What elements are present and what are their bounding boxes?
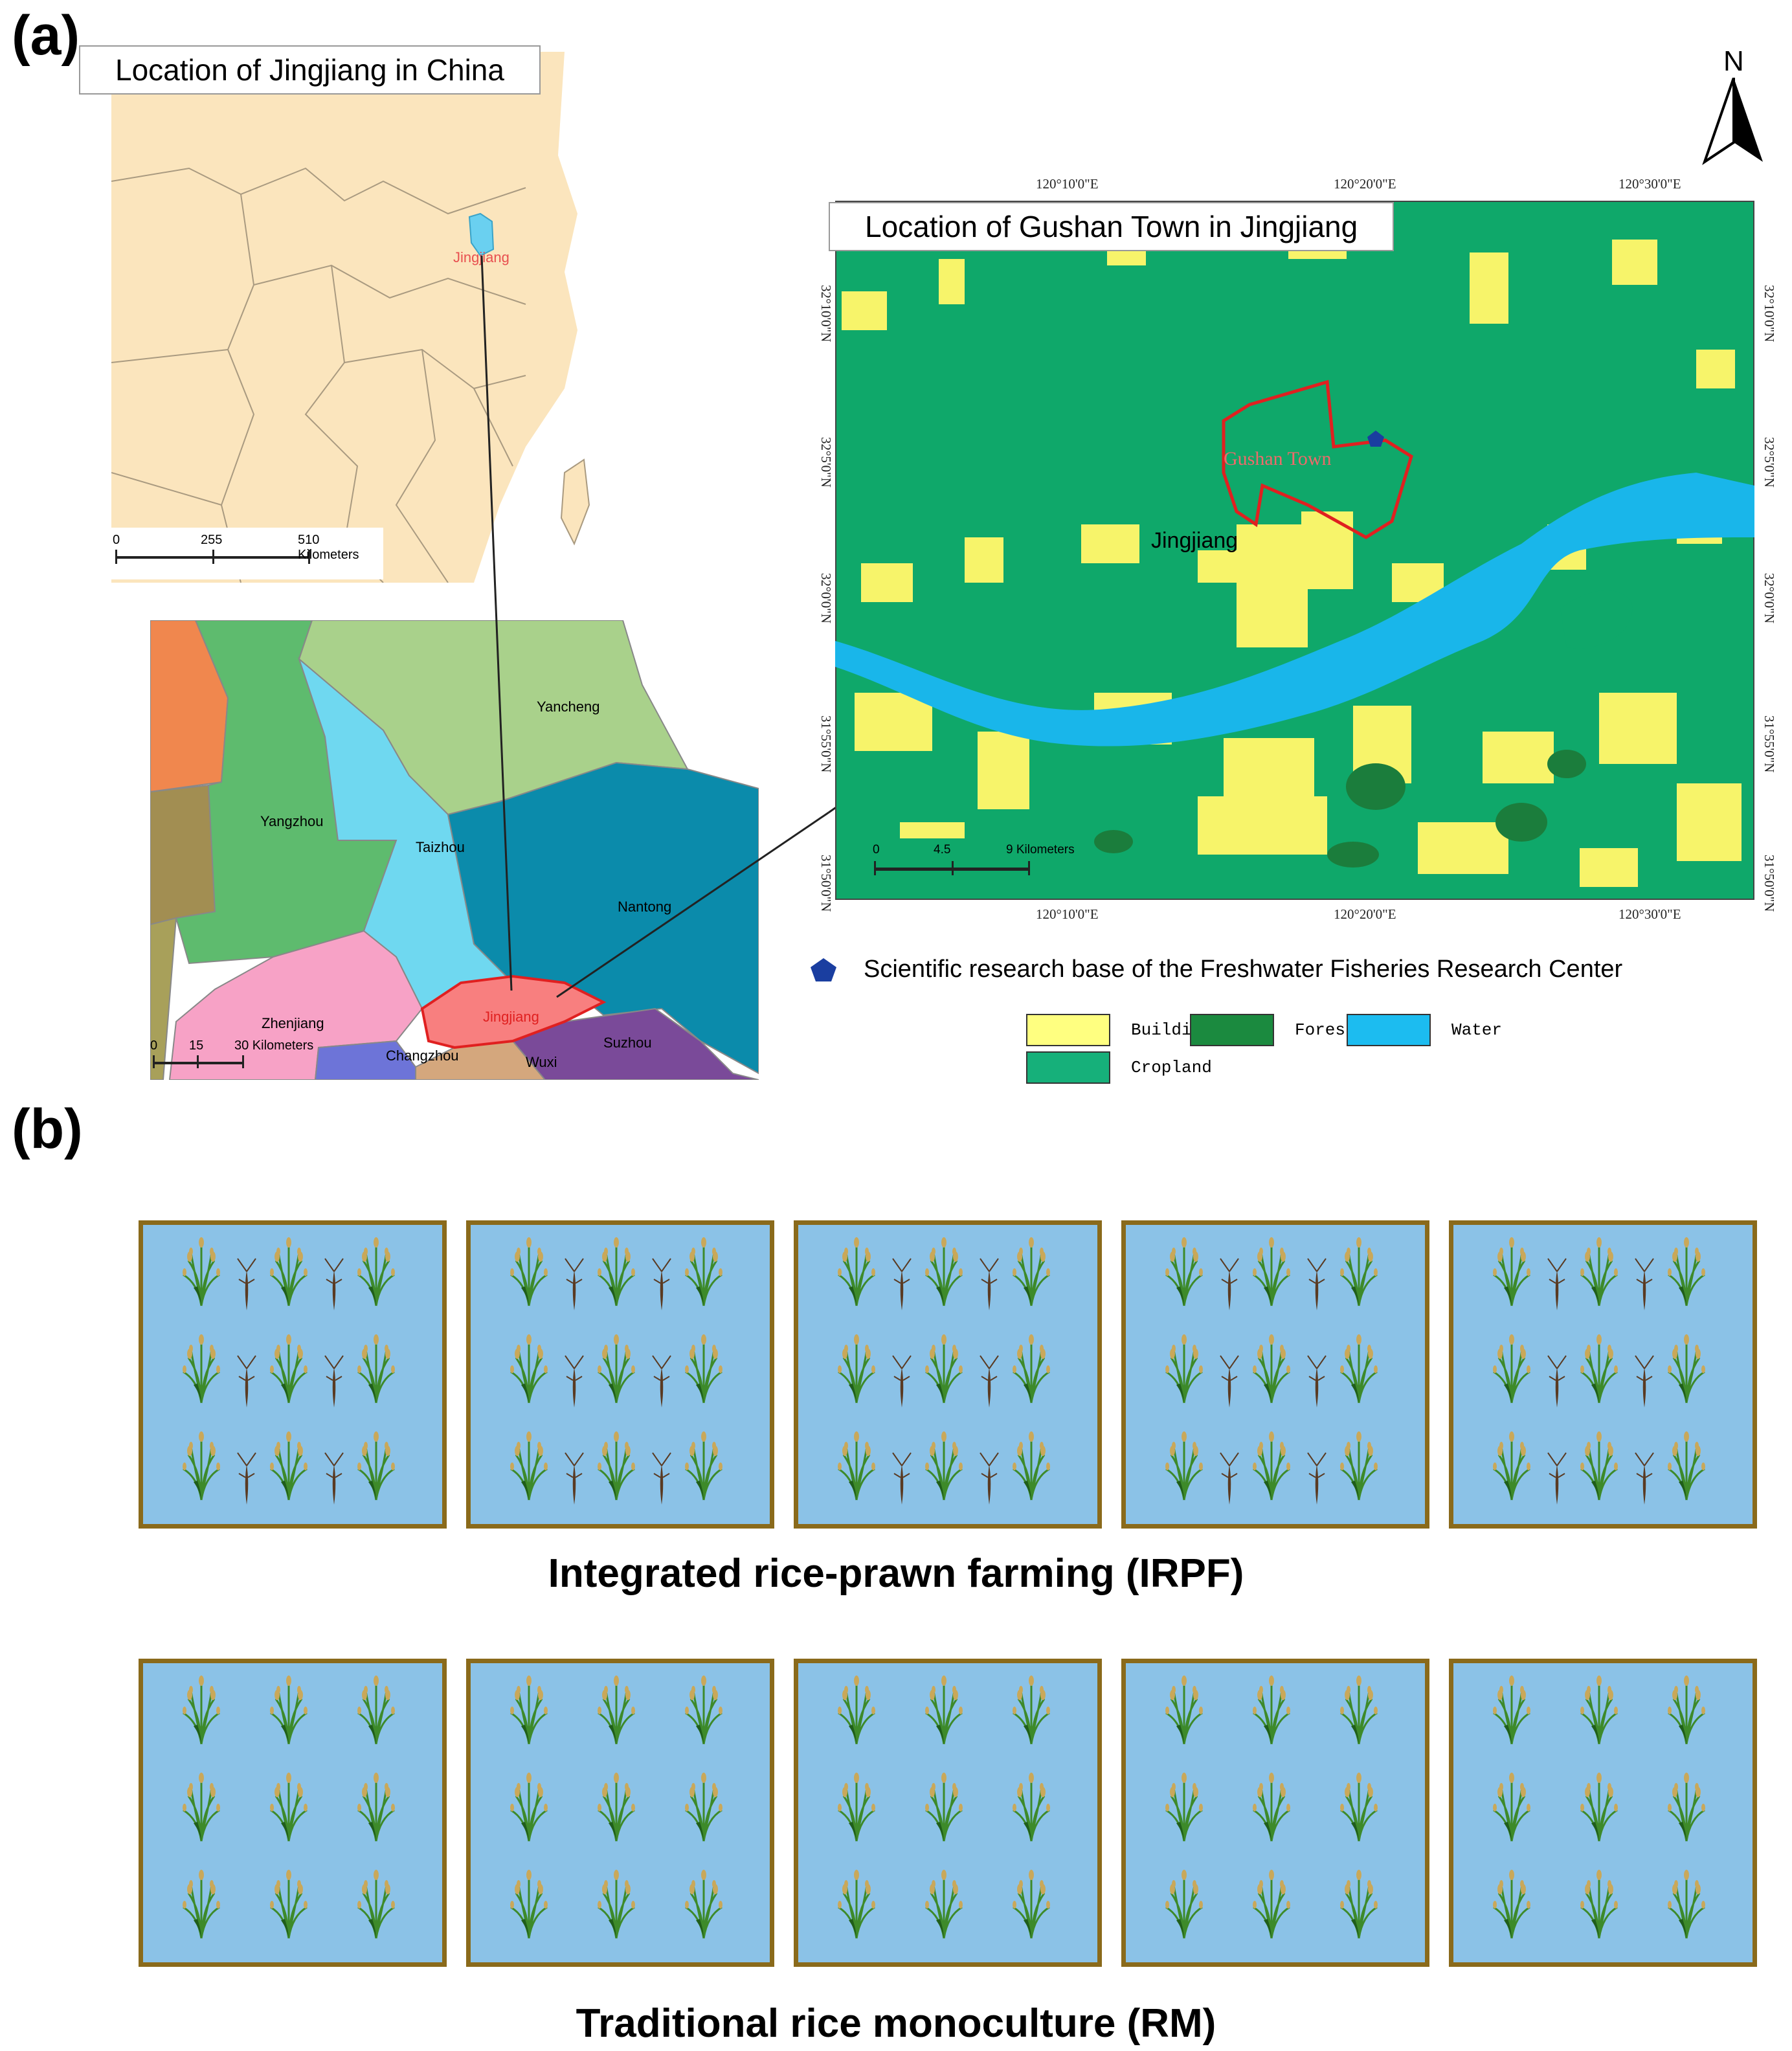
region-label-taizhou: Taizhou	[416, 839, 465, 855]
legend-base-marker-label: Scientific research base of the Freshwat…	[864, 956, 1623, 983]
region-label-wuxi: Wuxi	[526, 1054, 557, 1070]
lat-left-1: 32°5'0"N	[818, 437, 834, 488]
lon-bottom-2: 120°30'0"E	[1618, 906, 1681, 922]
irpf-field	[1121, 1220, 1429, 1529]
legend-label-cropland: Cropland	[1131, 1058, 1212, 1077]
china-map-title: Location of Jingjiang in China	[79, 45, 541, 95]
north-arrow: N	[1701, 45, 1766, 168]
lat-left-3: 31°55'0"N	[818, 715, 834, 773]
panel-b-label: (b)	[12, 1098, 83, 1160]
region-label-yangzhou: Yangzhou	[260, 813, 324, 829]
irpf-field	[139, 1220, 447, 1529]
landuse-map: Gushan Town Jingjiang 0 4.5 9 Kilometers	[835, 201, 1754, 900]
landuse-scale-tick-1: 4.5	[934, 843, 951, 857]
region-label-yancheng: Yancheng	[537, 699, 600, 715]
irpf-caption: Integrated rice-prawn farming (IRPF)	[548, 1551, 1244, 1596]
rm-field	[1121, 1659, 1429, 1967]
rm-field	[139, 1659, 447, 1967]
north-label: N	[1723, 45, 1744, 77]
lon-bottom-0: 120°10'0"E	[1036, 906, 1099, 922]
irpf-field	[1449, 1220, 1757, 1529]
legend-swatch-water	[1347, 1014, 1431, 1046]
legend-base-marker: Scientific research base of the Freshwat…	[809, 956, 1622, 983]
lat-right-2: 32°0'0"N	[1762, 573, 1777, 623]
north-arrow-icon	[1702, 78, 1763, 165]
regional-map: Yancheng Yangzhou Taizhou Nantong Zhenji…	[150, 620, 759, 1080]
lon-top-1: 120°20'0"E	[1334, 176, 1396, 192]
lat-left-0: 32°10'0"N	[818, 285, 834, 342]
legend-label-forest: Forest	[1295, 1020, 1356, 1040]
china-scale-tick-1: 255	[201, 533, 223, 547]
region-label-nantong: Nantong	[618, 899, 672, 915]
region-label-changzhou: Changzhou	[386, 1048, 459, 1064]
lat-right-4: 31°50'0"N	[1762, 855, 1777, 912]
irpf-field	[794, 1220, 1102, 1529]
region-jingjiang	[420, 974, 607, 1049]
regional-scale-tick-1: 15	[189, 1038, 204, 1053]
legend-swatch-building	[1026, 1014, 1110, 1046]
rm-field	[794, 1659, 1102, 1967]
region-label-zhenjiang: Zhenjiang	[262, 1015, 324, 1031]
legend-item-building: Building	[1026, 1014, 1212, 1046]
panel-a-label: (a)	[12, 5, 80, 67]
region-suzhou	[511, 1007, 759, 1080]
lon-top-2: 120°30'0"E	[1618, 176, 1681, 192]
lon-top-0: 120°10'0"E	[1036, 176, 1099, 192]
region-label-suzhou: Suzhou	[603, 1035, 652, 1051]
region-label-jingjiang: Jingjiang	[483, 1009, 539, 1025]
legend-swatch-cropland	[1026, 1051, 1110, 1084]
china-scale-tick-2: 510 Kilometers	[298, 533, 359, 562]
regional-scale-tick-0: 0	[150, 1038, 158, 1053]
town-label: Gushan Town	[1224, 448, 1332, 469]
region-west-olive2	[150, 917, 177, 1080]
lat-right-3: 31°55'0"N	[1762, 715, 1777, 773]
landuse-city-label: Jingjiang	[1151, 528, 1238, 553]
regional-scale-tick-2: 30 Kilometers	[234, 1038, 314, 1053]
lat-right-1: 32°5'0"N	[1762, 437, 1777, 488]
region-zhenjiang	[168, 930, 423, 1080]
landuse-map-title: Location of Gushan Town in Jingjiang	[829, 202, 1394, 251]
rm-field	[466, 1659, 774, 1967]
irpf-field	[466, 1220, 774, 1529]
rm-caption: Traditional rice monoculture (RM)	[576, 2001, 1216, 2046]
legend-item-cropland: Cropland	[1026, 1051, 1212, 1084]
legend-item-forest: Forest	[1190, 1014, 1356, 1046]
lat-left-4: 31°50'0"N	[818, 855, 834, 912]
landuse-scale-tick-0: 0	[873, 843, 880, 857]
lat-right-0: 32°10'0"N	[1762, 285, 1777, 342]
lon-bottom-1: 120°20'0"E	[1334, 906, 1396, 922]
regional-scale-bar: 0 15 30 Kilometers	[150, 1028, 325, 1080]
lat-left-2: 32°0'0"N	[818, 573, 834, 623]
legend-swatch-forest	[1190, 1014, 1274, 1046]
landuse-scale-tick-2: 9 Kilometers	[1006, 843, 1075, 857]
legend-label-water: Water	[1451, 1020, 1503, 1040]
pentagon-marker-icon	[811, 958, 836, 981]
china-scale-bar: 0 255 510 Kilometers	[111, 528, 383, 579]
china-scale-tick-0: 0	[113, 533, 120, 547]
rm-field	[1449, 1659, 1757, 1967]
legend-item-water: Water	[1347, 1014, 1502, 1046]
